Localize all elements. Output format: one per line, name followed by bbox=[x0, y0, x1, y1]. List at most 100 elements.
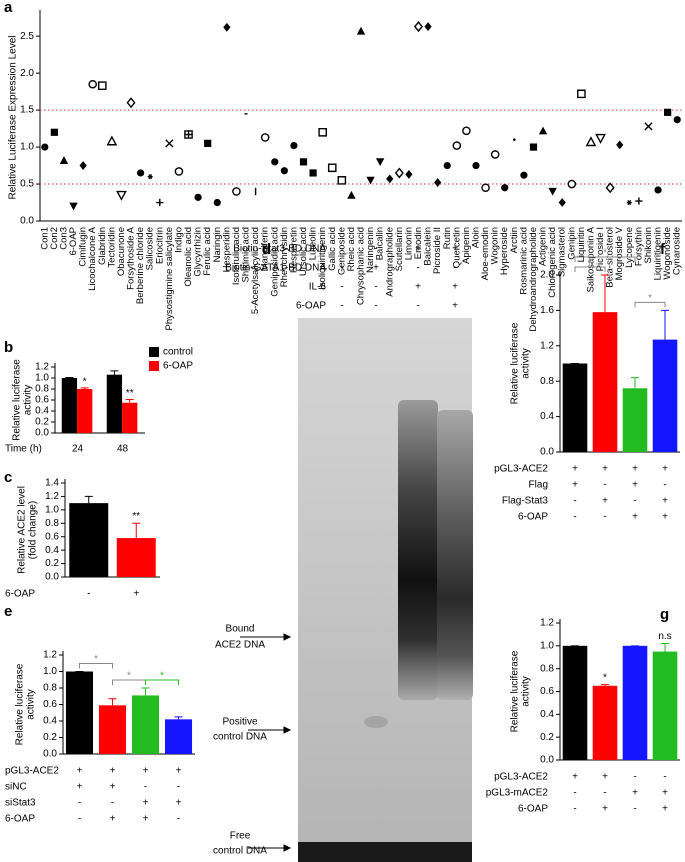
panel-label: c bbox=[4, 469, 12, 486]
x-tick-label: Emodin bbox=[413, 227, 424, 259]
condition-sign: - bbox=[111, 798, 114, 809]
marker bbox=[616, 140, 624, 150]
y-tick-label: 0.8 bbox=[45, 518, 59, 529]
x-tick-label: Salicoside bbox=[145, 227, 156, 270]
x-tick-label: Con3 bbox=[58, 227, 69, 250]
marker bbox=[174, 167, 184, 176]
error-bar bbox=[108, 698, 117, 706]
marker bbox=[595, 133, 606, 144]
y-tick-label: 1.0 bbox=[45, 504, 59, 515]
gel-band bbox=[298, 842, 472, 862]
marker bbox=[481, 183, 490, 193]
x-axis-label: Time (h) bbox=[5, 444, 42, 455]
y-axis-label: Relative luciferase bbox=[510, 650, 521, 732]
condition-sign: - bbox=[633, 772, 636, 783]
x-tick-label: Tectoridin bbox=[106, 227, 117, 268]
bar bbox=[164, 719, 193, 754]
condition-sign: - bbox=[453, 263, 456, 274]
condition-label: 6-OAP bbox=[5, 814, 35, 825]
bar bbox=[652, 651, 678, 760]
x-tick-label: Glycyrrhizin bbox=[193, 227, 204, 277]
y-axis-label: Relative luciferase bbox=[15, 663, 26, 745]
marker bbox=[126, 97, 136, 109]
condition-sign: + bbox=[572, 464, 578, 475]
x-tick-label: Liquiritigenin bbox=[653, 227, 664, 280]
panel-label: b bbox=[4, 339, 13, 356]
marker bbox=[490, 150, 500, 159]
x-tick-label: 5-Acetylsalicylic acid bbox=[250, 227, 261, 314]
condition-sign: + bbox=[176, 766, 182, 777]
marker bbox=[548, 187, 557, 196]
marker bbox=[260, 133, 270, 142]
marker bbox=[290, 141, 298, 150]
x-tick-label: Naringenin bbox=[365, 227, 376, 273]
y-axis-label: (fold change) bbox=[28, 501, 39, 559]
x-tick-label: Isoferulic acid bbox=[231, 227, 242, 285]
gel-smear bbox=[398, 400, 438, 700]
marker bbox=[664, 108, 672, 116]
error-bar bbox=[132, 522, 141, 539]
condition-sign: + bbox=[632, 788, 638, 799]
bar bbox=[562, 645, 588, 760]
x-tick-label: Wogonin bbox=[490, 227, 501, 264]
condition-label: siNC bbox=[5, 782, 27, 793]
x-tick-label: Chrysophanic acid bbox=[356, 227, 367, 305]
arrow-head bbox=[283, 844, 292, 852]
gel-arrows bbox=[240, 633, 292, 852]
y-tick-label: 0.8 bbox=[43, 683, 57, 694]
condition-label: Flag bbox=[529, 480, 548, 491]
marker bbox=[280, 167, 288, 175]
bar bbox=[116, 538, 156, 577]
x-tick-label: Shikonin bbox=[643, 227, 654, 263]
gel-band bbox=[364, 716, 388, 728]
gel-image bbox=[298, 318, 473, 862]
condition-sign: + bbox=[632, 512, 638, 523]
condition-sign: + bbox=[143, 798, 149, 809]
y-tick-label: 1.5 bbox=[20, 105, 34, 116]
condition-label: pGL3-mACE2 bbox=[486, 788, 549, 799]
y-tick-label: 0.8 bbox=[35, 384, 49, 395]
comparison-label: * bbox=[648, 293, 652, 304]
y-tick-label: 1.2 bbox=[35, 362, 49, 373]
y-axis-label: activity bbox=[23, 385, 34, 416]
x-tick-label: Saikosaponin A bbox=[585, 226, 596, 292]
x-tick-label: Limonin bbox=[403, 227, 414, 260]
comparison-bracket bbox=[79, 663, 113, 669]
marker bbox=[394, 167, 404, 179]
marker bbox=[232, 187, 241, 196]
error-bar bbox=[110, 370, 119, 375]
condition-sign: + bbox=[662, 804, 668, 815]
x-tick-label: Rosmarinic acid bbox=[518, 227, 529, 295]
band-label: control DNA bbox=[213, 732, 267, 743]
bar bbox=[61, 378, 78, 433]
x-tick-label: Lycopene bbox=[624, 227, 635, 268]
marker bbox=[318, 127, 327, 137]
x-tick-label: Mogroside V bbox=[614, 226, 625, 280]
bar bbox=[98, 705, 127, 754]
condition-sign: - bbox=[633, 496, 636, 507]
marker bbox=[452, 141, 462, 150]
panel-label: d bbox=[262, 241, 271, 258]
x-tick-label: Geniposide bbox=[336, 227, 347, 275]
y-axis-label: activity bbox=[521, 676, 532, 707]
y-tick-label: 0.6 bbox=[540, 686, 554, 697]
error-bar bbox=[84, 495, 93, 504]
condition-sign: - bbox=[177, 814, 180, 825]
x-tick-label: Apigenin bbox=[461, 227, 472, 264]
marker bbox=[41, 143, 49, 151]
marker bbox=[673, 116, 681, 124]
bar bbox=[652, 339, 678, 452]
marker bbox=[79, 161, 87, 170]
x-tick-label: Hesperidin bbox=[221, 227, 232, 272]
bar bbox=[592, 312, 618, 452]
marker bbox=[50, 128, 58, 136]
y-tick-label: 0.8 bbox=[540, 663, 554, 674]
marker bbox=[434, 178, 442, 187]
condition-sign: + bbox=[572, 772, 578, 783]
marker bbox=[194, 193, 202, 201]
marker bbox=[69, 202, 78, 211]
y-tick-label: 1.4 bbox=[45, 478, 59, 489]
marker bbox=[577, 89, 586, 99]
x-tick-label: Rutin bbox=[442, 227, 453, 249]
x-tick-label: Aloe-emodin bbox=[480, 227, 491, 280]
